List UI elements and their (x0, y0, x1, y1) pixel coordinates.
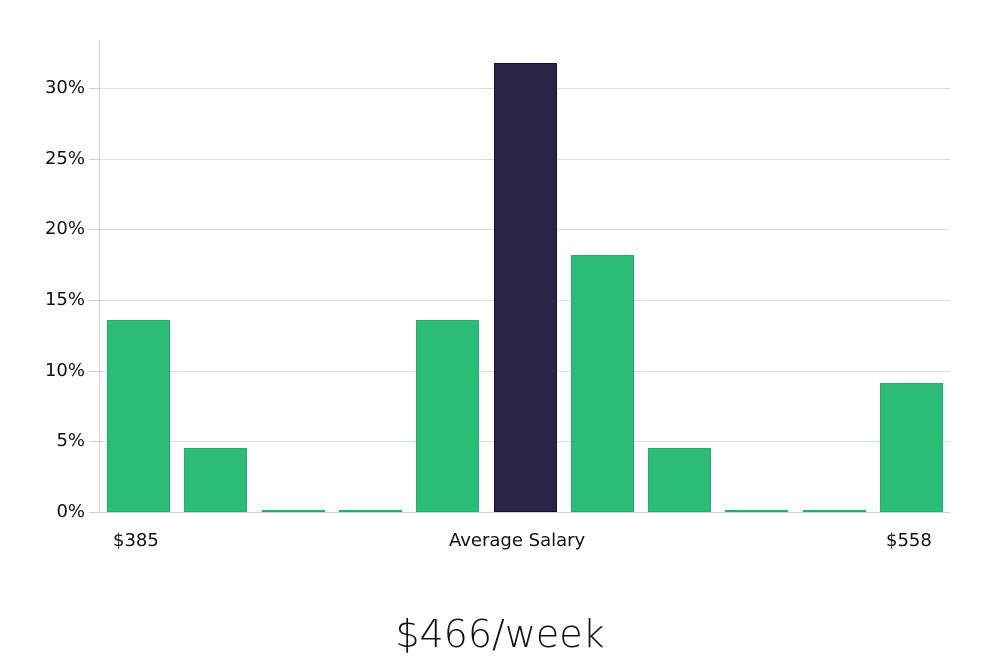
y-tick-mark (89, 159, 100, 160)
bar (648, 448, 711, 512)
y-tick-mark (89, 512, 100, 513)
y-tick-mark (89, 300, 100, 301)
y-axis-line (99, 40, 100, 513)
bar (184, 448, 247, 512)
bar (880, 383, 943, 512)
x-axis-baseline (100, 512, 950, 513)
y-tick-label: 15% (44, 289, 85, 310)
bar (339, 510, 402, 512)
x-label-max-salary: $558 (886, 530, 932, 551)
average-weekly-salary: $466/week (395, 612, 605, 656)
y-tick-label: 25% (44, 148, 85, 169)
y-tick-mark (89, 229, 100, 230)
x-label-min-salary: $385 (113, 530, 159, 551)
bar (803, 510, 866, 512)
y-tick-label: 5% (56, 430, 85, 451)
bar (571, 254, 634, 512)
bar-average-salary (494, 62, 557, 512)
y-tick-mark (89, 371, 100, 372)
x-axis-title: Average Salary (449, 530, 586, 551)
bar (416, 319, 479, 512)
y-tick-label: 20% (44, 218, 85, 239)
bar (262, 510, 325, 512)
y-tick-label: 10% (44, 360, 85, 381)
y-tick-label: 0% (56, 501, 85, 522)
y-tick-label: 30% (44, 77, 85, 98)
bar (725, 510, 788, 512)
y-tick-mark (89, 441, 100, 442)
y-tick-mark (89, 88, 100, 89)
bar (107, 319, 170, 512)
